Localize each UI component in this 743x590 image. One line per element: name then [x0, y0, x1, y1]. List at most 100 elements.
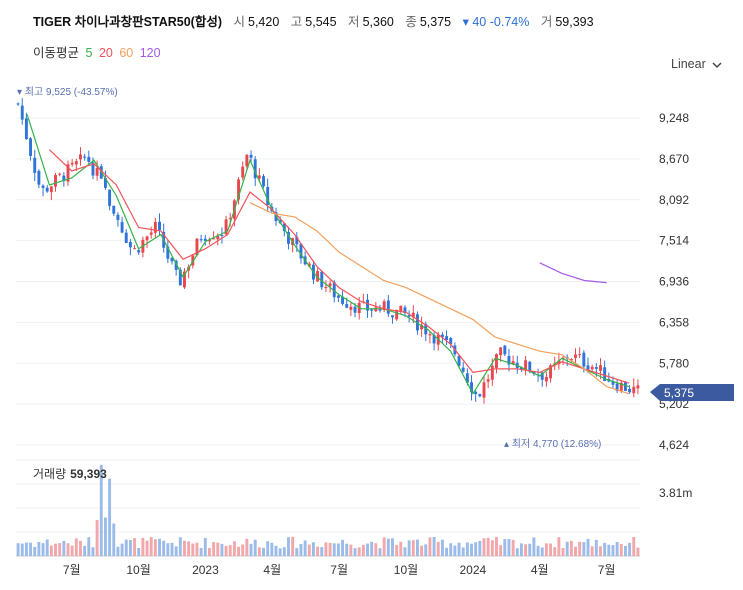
volume-bar	[207, 547, 211, 556]
candle-body	[183, 271, 186, 288]
volume-bar	[436, 541, 440, 556]
ma-60-label[interactable]: 60	[119, 46, 134, 60]
candle-body	[474, 391, 478, 395]
volume-bar	[99, 464, 103, 556]
candle-body	[328, 283, 332, 287]
volume-bar	[574, 546, 577, 556]
candle-body	[386, 300, 390, 314]
candle-body	[557, 360, 561, 365]
volume-bar	[403, 547, 407, 556]
price-axis-tick: 6,936	[659, 275, 689, 289]
volume-bar	[378, 548, 382, 556]
candle-body	[407, 315, 411, 317]
volume-bar	[503, 539, 507, 556]
candle-body	[478, 394, 482, 397]
time-axis: 7월 10월 2023 4월 7월 10월 2024 4월 7월	[63, 563, 616, 577]
volume-bar	[257, 547, 261, 556]
volume-bar	[528, 543, 532, 556]
candle-body	[195, 238, 199, 256]
candle-body	[465, 373, 469, 383]
candle-body	[486, 379, 490, 382]
volume-bar	[270, 542, 274, 556]
candle-body	[241, 166, 245, 178]
candle-body	[519, 367, 523, 370]
volume-bar	[287, 537, 290, 556]
candle-body	[316, 271, 320, 282]
volume-bar	[216, 542, 220, 556]
price-axis-tick: 8,092	[659, 193, 689, 207]
candle-body	[391, 315, 394, 318]
candle-body	[445, 336, 449, 341]
volume-bar	[628, 542, 632, 556]
candle-body	[220, 234, 224, 236]
candle-body	[590, 366, 594, 370]
ma-120-label[interactable]: 120	[139, 46, 161, 60]
price-axis: 9,2488,6708,0927,5146,9366,3585,7805,202…	[659, 111, 689, 452]
candle-body	[482, 382, 486, 398]
volume-bar	[395, 544, 399, 556]
volume-bar	[307, 544, 311, 556]
volume-label: 거	[540, 15, 553, 29]
candle-body	[245, 154, 249, 167]
price-axis-tick: 6,358	[659, 315, 689, 329]
moving-average-lines	[26, 114, 630, 395]
volume-bar	[515, 548, 519, 556]
candle-body	[470, 382, 473, 393]
volume-bar	[445, 547, 449, 556]
close-value: 5,375	[419, 15, 452, 29]
volume-bar	[482, 538, 486, 556]
candle-body	[440, 334, 444, 338]
scale-selector[interactable]: Linear	[671, 57, 722, 71]
volume-bar	[178, 537, 182, 556]
candle-body	[403, 307, 407, 314]
candle-body	[611, 381, 615, 385]
ma5-line	[26, 114, 630, 395]
volume-value: 59,393	[555, 15, 594, 29]
volume-bar	[141, 537, 145, 556]
volume-bar	[415, 539, 419, 556]
high-label: 고	[290, 15, 303, 29]
price-axis-tick: 4,624	[659, 438, 689, 452]
candle-body	[511, 361, 515, 365]
volume-bar	[278, 548, 282, 556]
ma-20-label[interactable]: 20	[98, 46, 113, 60]
candle-body	[166, 246, 170, 259]
volume-bar	[561, 548, 565, 556]
max-annotation: ▾ 최고 9,525 (-43.57%)	[17, 86, 118, 98]
moving-average-label: 이동평균	[33, 46, 80, 60]
volume-bar	[29, 542, 33, 556]
candle-body	[594, 367, 598, 369]
candle-body	[174, 260, 178, 270]
candle-body	[420, 324, 424, 330]
volume-bar	[303, 540, 307, 556]
candle-body	[199, 239, 203, 241]
candle-body	[524, 360, 528, 369]
volume-bar	[470, 543, 473, 556]
volume-bar	[586, 538, 590, 556]
volume-bar	[499, 545, 503, 556]
volume-bar	[241, 544, 245, 556]
volume-bar	[565, 541, 569, 556]
volume-bar	[611, 545, 615, 556]
volume-bar	[224, 545, 228, 556]
volume-bar	[607, 544, 611, 556]
price-header: TIGER 차이나과창판STAR50(합성) 시 5,420 고 5,545 저 5,…	[33, 11, 602, 30]
candle-body	[549, 365, 553, 379]
time-axis-tick: 2023	[192, 563, 219, 577]
volume-bar	[465, 542, 469, 556]
volume-bar	[432, 536, 436, 556]
candle-body	[83, 156, 87, 158]
ma-5-label[interactable]: 5	[85, 46, 93, 60]
volume-axis-tick: 3.81m	[659, 486, 692, 500]
volume-bar	[58, 543, 62, 556]
time-axis-tick: 7월	[598, 563, 616, 577]
volume-bar	[212, 542, 216, 556]
candle-body	[128, 241, 132, 248]
volume-bar	[524, 544, 528, 556]
candle-body	[415, 314, 419, 331]
volume-bar	[424, 544, 428, 556]
volume-bar	[336, 543, 340, 556]
volume-bar	[511, 539, 515, 556]
volume-bar	[544, 543, 548, 556]
